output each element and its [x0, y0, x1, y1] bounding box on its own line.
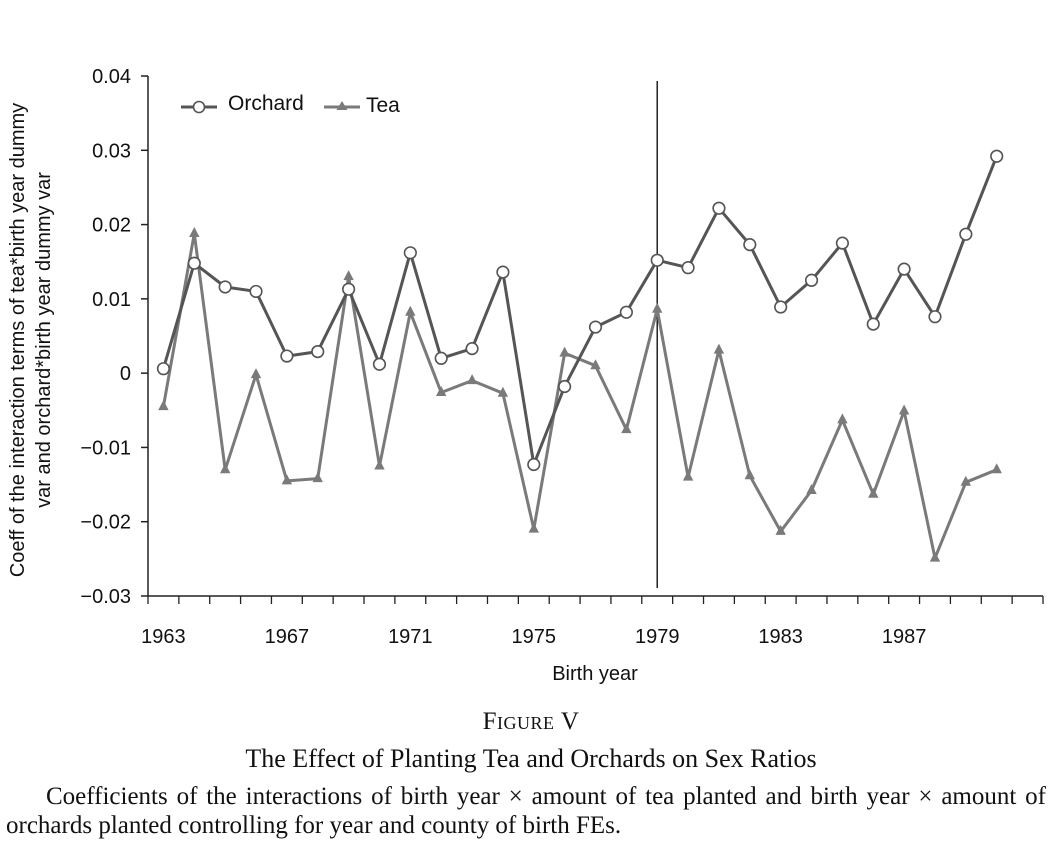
- orchard-point: [588, 320, 603, 334]
- tea-point: [837, 413, 848, 424]
- legend-orchard-label: Orchard: [228, 92, 304, 115]
- orchard-point: [681, 261, 695, 275]
- orchard-point: [804, 273, 819, 287]
- orchard-point: [496, 265, 510, 279]
- orchard-point: [959, 227, 973, 241]
- legend-orchard-marker: [192, 100, 206, 114]
- y-ticks: 0.04 0.03 0.02 0.01 0 −0.01 −0.02 −0.03: [80, 66, 148, 608]
- tea-point: [991, 463, 1002, 474]
- tea-point: [682, 470, 694, 481]
- orchard-point: [342, 282, 356, 296]
- tea-point: [343, 270, 354, 281]
- y-axis-title-line-1: Coeff of the interaction terms of tea*bi…: [7, 103, 29, 577]
- figure-label: Figure V: [482, 708, 580, 735]
- x-tick-label: 1983: [758, 626, 803, 648]
- tea-point: [189, 227, 200, 237]
- tea-point: [436, 386, 447, 396]
- series-orchard: [156, 149, 1004, 472]
- legend-item-orchard: Orchard: [181, 92, 304, 115]
- tea-point: [929, 551, 941, 562]
- y-tick-label: −0.01: [80, 437, 131, 459]
- y-tick-label: −0.02: [80, 512, 131, 534]
- tea-point: [960, 475, 971, 486]
- y-tick-label: 0.01: [92, 289, 131, 311]
- orchard-point: [465, 342, 479, 356]
- tea-point: [528, 522, 539, 533]
- tea-point: [621, 423, 632, 434]
- orchard-point: [650, 253, 664, 267]
- orchard-point: [249, 284, 263, 299]
- tea-point: [158, 400, 169, 411]
- orchard-point: [835, 236, 849, 250]
- x-tick-label: 1987: [882, 626, 927, 648]
- orchard-point: [619, 305, 633, 319]
- orchard-point: [372, 357, 387, 371]
- y-tick-label: 0.02: [92, 215, 131, 237]
- tea-point: [652, 302, 663, 313]
- orchard-point: [280, 349, 294, 363]
- orchard-point: [712, 201, 726, 215]
- tea-point: [590, 359, 601, 370]
- tea-point: [312, 472, 323, 483]
- tea-point: [868, 487, 879, 498]
- orchard-point: [928, 310, 942, 324]
- orchard-point: [434, 351, 448, 365]
- orchard-point: [311, 345, 325, 359]
- tea-line: [161, 232, 998, 560]
- chart: Coeff of the interaction terms of tea*bi…: [7, 66, 1044, 685]
- series-tea: [158, 227, 1002, 562]
- orchard-point: [156, 362, 171, 376]
- tea-point: [898, 404, 910, 415]
- orchard-point: [866, 317, 880, 331]
- figure-note: Coefficients of the interactions of birt…: [6, 783, 1046, 839]
- tea-point: [806, 484, 817, 494]
- tea-point: [497, 386, 509, 397]
- series-layer: [156, 149, 1004, 562]
- tea-point: [775, 524, 786, 535]
- x-tick-label: 1979: [635, 626, 680, 648]
- tea-point: [281, 474, 293, 485]
- tea-point: [744, 469, 755, 480]
- legend-tea-label: Tea: [366, 94, 400, 117]
- orchard-point: [990, 149, 1004, 163]
- orchard-point: [403, 246, 417, 260]
- x-tick-label: 1971: [388, 626, 433, 648]
- x-ticks: 1963 1967 1971 1975 1979 1983 1987: [141, 596, 1044, 648]
- legend-item-tea: Tea: [324, 94, 400, 117]
- orchard-point: [527, 457, 541, 472]
- x-axis-title: Birth year: [552, 663, 638, 685]
- orchard-point: [187, 256, 201, 270]
- tea-point: [713, 343, 725, 354]
- y-tick-label: 0.04: [92, 66, 131, 88]
- orchard-point: [218, 280, 232, 294]
- y-tick-label: −0.03: [80, 586, 131, 608]
- tea-point: [374, 459, 385, 470]
- x-tick-label: 1975: [512, 626, 557, 648]
- y-axis-title-line-2: var and orchard*birth year dummy var: [33, 172, 55, 508]
- orchard-line: [161, 155, 999, 466]
- orchard-point: [897, 262, 911, 276]
- y-tick-label: 0.03: [92, 140, 131, 162]
- tea-point: [559, 346, 570, 357]
- tea-point: [220, 463, 231, 474]
- tea-point: [405, 305, 416, 316]
- orchard-point: [558, 379, 572, 394]
- y-tick-label: 0: [120, 363, 131, 385]
- x-tick-label: 1963: [141, 626, 186, 648]
- tea-point: [250, 368, 262, 379]
- legend: Orchard Tea: [181, 92, 400, 117]
- x-tick-label: 1967: [265, 626, 310, 648]
- orchard-point: [774, 300, 788, 314]
- orchard-point: [743, 238, 757, 252]
- tea-point: [466, 374, 478, 385]
- legend-tea-marker: [336, 101, 348, 110]
- y-axis-title: Coeff of the interaction terms of tea*bi…: [7, 103, 55, 577]
- figure-title: The Effect of Planting Tea and Orchards …: [245, 744, 817, 773]
